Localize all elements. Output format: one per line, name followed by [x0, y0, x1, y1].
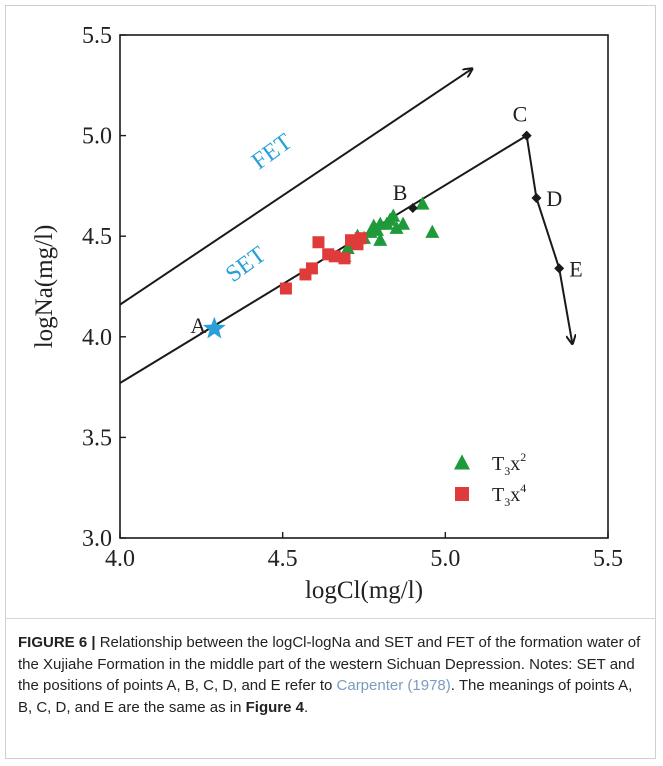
data-points	[202, 130, 565, 339]
annotation-fet: FET	[247, 129, 297, 175]
x-tick-label: 5.5	[593, 546, 623, 572]
data-point-square	[328, 250, 341, 263]
y-tick-label: 3.5	[82, 425, 112, 451]
data-point-square	[354, 232, 367, 245]
figure-frame	[5, 5, 656, 759]
point-label-e: E	[569, 256, 582, 281]
scatter-chart: 4.0 4.5 5.0 5.5 3.0 3.5 4.0 4.5 5.0 5.5 logCl(mg/l…	[31, 23, 623, 604]
caption-citation-link[interactable]: Carpenter (1978)	[336, 677, 451, 694]
data-point-triangle	[386, 208, 401, 222]
annotation-set: SET	[221, 241, 271, 287]
legend-label-part: 2	[520, 450, 526, 464]
data-point-triangle	[396, 216, 411, 230]
caption-text-1: Relationship between the logCl-logNa and…	[18, 634, 641, 694]
point-c-marker	[521, 130, 532, 141]
point-label-a: A	[190, 313, 206, 338]
legend-label-part: 3	[504, 464, 510, 478]
line-c-e	[525, 135, 573, 343]
data-point-square	[279, 282, 292, 295]
legend-label-part: T	[492, 453, 504, 475]
plot-frame	[119, 34, 609, 539]
x-tick-label: 4.5	[268, 546, 298, 572]
y-tick-label: 5.5	[82, 23, 112, 49]
line-fet	[119, 69, 471, 306]
legend-marker-triangle	[454, 454, 470, 470]
figure-caption: FIGURE 6 | Relationship between the logC…	[5, 618, 656, 718]
caption-text-2: . The meanings of points A, B, C, D, and…	[18, 677, 633, 716]
point-b-marker	[407, 203, 418, 214]
legend-label-part: 3	[504, 495, 510, 509]
data-point-triangle	[373, 232, 388, 246]
y-tick-label: 4.0	[82, 325, 112, 351]
data-point-square	[322, 248, 335, 261]
caption-divider	[5, 618, 656, 619]
point-label-b: B	[393, 180, 408, 205]
y-tick-label: 5.0	[82, 124, 112, 150]
legend-label-part: x	[510, 484, 520, 506]
point-label-c: C	[513, 102, 528, 127]
x-axis-label: logCl(mg/l)	[305, 577, 423, 604]
legend-marker-square	[455, 487, 469, 501]
axes: 4.0 4.5 5.0 5.5 3.0 3.5 4.0 4.5 5.0 5.5 logCl(mg/l…	[31, 23, 623, 604]
legend-label-part: T	[492, 484, 504, 506]
legend-label-part: 4	[520, 481, 526, 495]
caption-figure-ref[interactable]: Figure 4	[245, 698, 304, 716]
point-e-marker	[554, 263, 565, 274]
y-tick-label: 4.5	[82, 224, 112, 250]
point-a-star	[202, 316, 226, 339]
reference-lines	[119, 69, 573, 384]
data-point-triangle	[415, 196, 430, 210]
x-tick-label: 5.0	[430, 546, 460, 572]
data-point-square	[312, 236, 325, 249]
data-point-triangle	[425, 224, 440, 238]
data-point-triangle	[389, 220, 404, 234]
point-label-d: D	[546, 186, 562, 211]
point-d-marker	[531, 192, 542, 203]
caption-label: FIGURE 6 |	[18, 634, 96, 651]
data-point-square	[305, 262, 318, 275]
data-point-square	[338, 252, 351, 265]
x-tick-label: 4.0	[105, 546, 135, 572]
y-tick-label: 3.0	[82, 526, 112, 552]
legend-label: T3x2	[492, 450, 526, 478]
legend-label-part: x	[510, 453, 520, 475]
legend-label: T3x4	[492, 481, 526, 509]
caption-text-3: .	[303, 698, 309, 716]
y-axis-label: logNa(mg/l)	[31, 225, 58, 349]
